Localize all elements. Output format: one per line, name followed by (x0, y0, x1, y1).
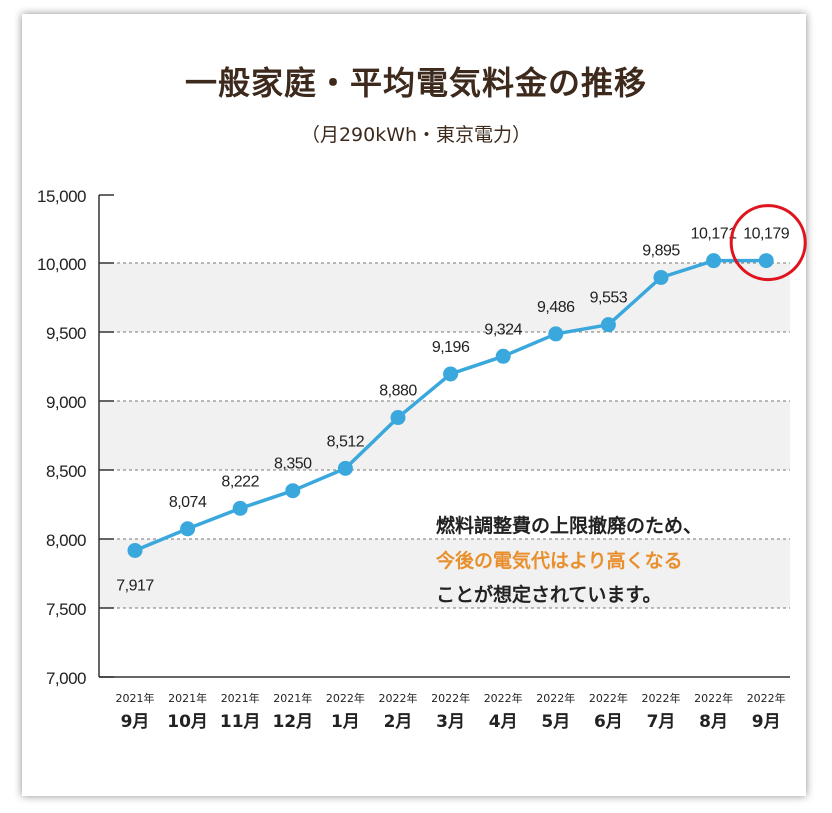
data-label: 8,880 (379, 383, 417, 400)
x-tick-month-label: 5月 (541, 712, 570, 732)
x-tick-year-label: 2022年 (747, 691, 786, 705)
data-point (180, 521, 196, 537)
grid-band-3 (99, 263, 790, 332)
x-tick-month-label: 9月 (752, 712, 781, 732)
data-point (285, 483, 301, 499)
y-tick-label: 10,000 (37, 255, 86, 274)
x-tick-year-label: 2022年 (431, 691, 470, 705)
x-tick-month-label: 6月 (594, 712, 623, 732)
x-tick-year-label: 2022年 (379, 691, 418, 705)
data-point (232, 500, 248, 516)
x-tick-month-label: 11月 (220, 712, 261, 732)
data-label: 9,553 (590, 290, 628, 307)
note-line-1: 燃料調整費の上限撤廃のため、 (436, 515, 703, 537)
y-tick-label: 8,500 (46, 462, 86, 481)
y-tick-label: 7,000 (46, 669, 86, 688)
x-tick-month-label: 12月 (272, 712, 313, 732)
data-point (443, 366, 459, 382)
data-label: 8,074 (169, 494, 207, 511)
note-line-2-highlight: 今後の電気代はより高くなる (436, 550, 683, 572)
y-tick-label: 9,500 (46, 324, 86, 343)
data-label: 8,222 (221, 473, 259, 490)
x-tick-year-label: 2021年 (168, 691, 207, 705)
x-tick-month-label: 7月 (647, 712, 676, 732)
x-tick-year-label: 2022年 (484, 691, 523, 705)
x-tick-year-label: 2022年 (694, 691, 733, 705)
x-tick-year-label: 2022年 (642, 691, 681, 705)
y-tick-label: 7,500 (46, 600, 86, 619)
x-tick-year-label: 2022年 (536, 691, 575, 705)
x-tick-month-label: 1月 (331, 712, 360, 732)
data-point (127, 542, 143, 558)
data-label: 8,350 (274, 456, 312, 473)
data-point (758, 253, 774, 269)
highlight-circle (729, 204, 807, 282)
data-point (337, 460, 353, 476)
x-tick-year-label: 2022年 (589, 691, 628, 705)
data-label: 9,895 (642, 242, 680, 259)
chart-title: 一般家庭・平均電気料金の推移 (184, 64, 647, 102)
x-tick-month-label: 10月 (167, 712, 208, 732)
data-label: 10,171 (691, 226, 738, 243)
x-tick-year-label: 2022年 (326, 691, 365, 705)
data-label: 9,196 (432, 339, 470, 356)
data-point (495, 348, 511, 364)
note-line-3: ことが想定されています。 (436, 584, 662, 606)
data-point (548, 326, 564, 342)
grid-band-2 (99, 401, 790, 470)
y-tick-label: 15,000 (37, 187, 86, 206)
data-point (653, 269, 669, 285)
data-point (390, 410, 406, 426)
x-tick-month-label: 9月 (121, 712, 150, 732)
data-label: 9,486 (537, 299, 575, 316)
data-label: 7,917 (116, 577, 154, 594)
data-label: 8,512 (327, 433, 365, 450)
x-tick-year-label: 2021年 (221, 691, 260, 705)
x-tick-month-label: 4月 (489, 712, 518, 732)
y-tick-label: 8,000 (46, 531, 86, 550)
x-tick-month-label: 8月 (699, 712, 728, 732)
data-label: 10,179 (743, 226, 790, 243)
chart-subtitle: （月290kWh・東京電力） (300, 124, 532, 146)
grid-band-1 (99, 539, 790, 608)
x-tick-month-label: 2月 (384, 712, 413, 732)
y-tick-label: 9,000 (46, 393, 86, 412)
data-point (706, 253, 722, 269)
x-tick-month-label: 3月 (436, 712, 465, 732)
data-point (600, 317, 616, 333)
x-tick-year-label: 2021年 (273, 691, 312, 705)
x-tick-year-label: 2021年 (116, 691, 155, 705)
data-label: 9,324 (484, 321, 522, 338)
